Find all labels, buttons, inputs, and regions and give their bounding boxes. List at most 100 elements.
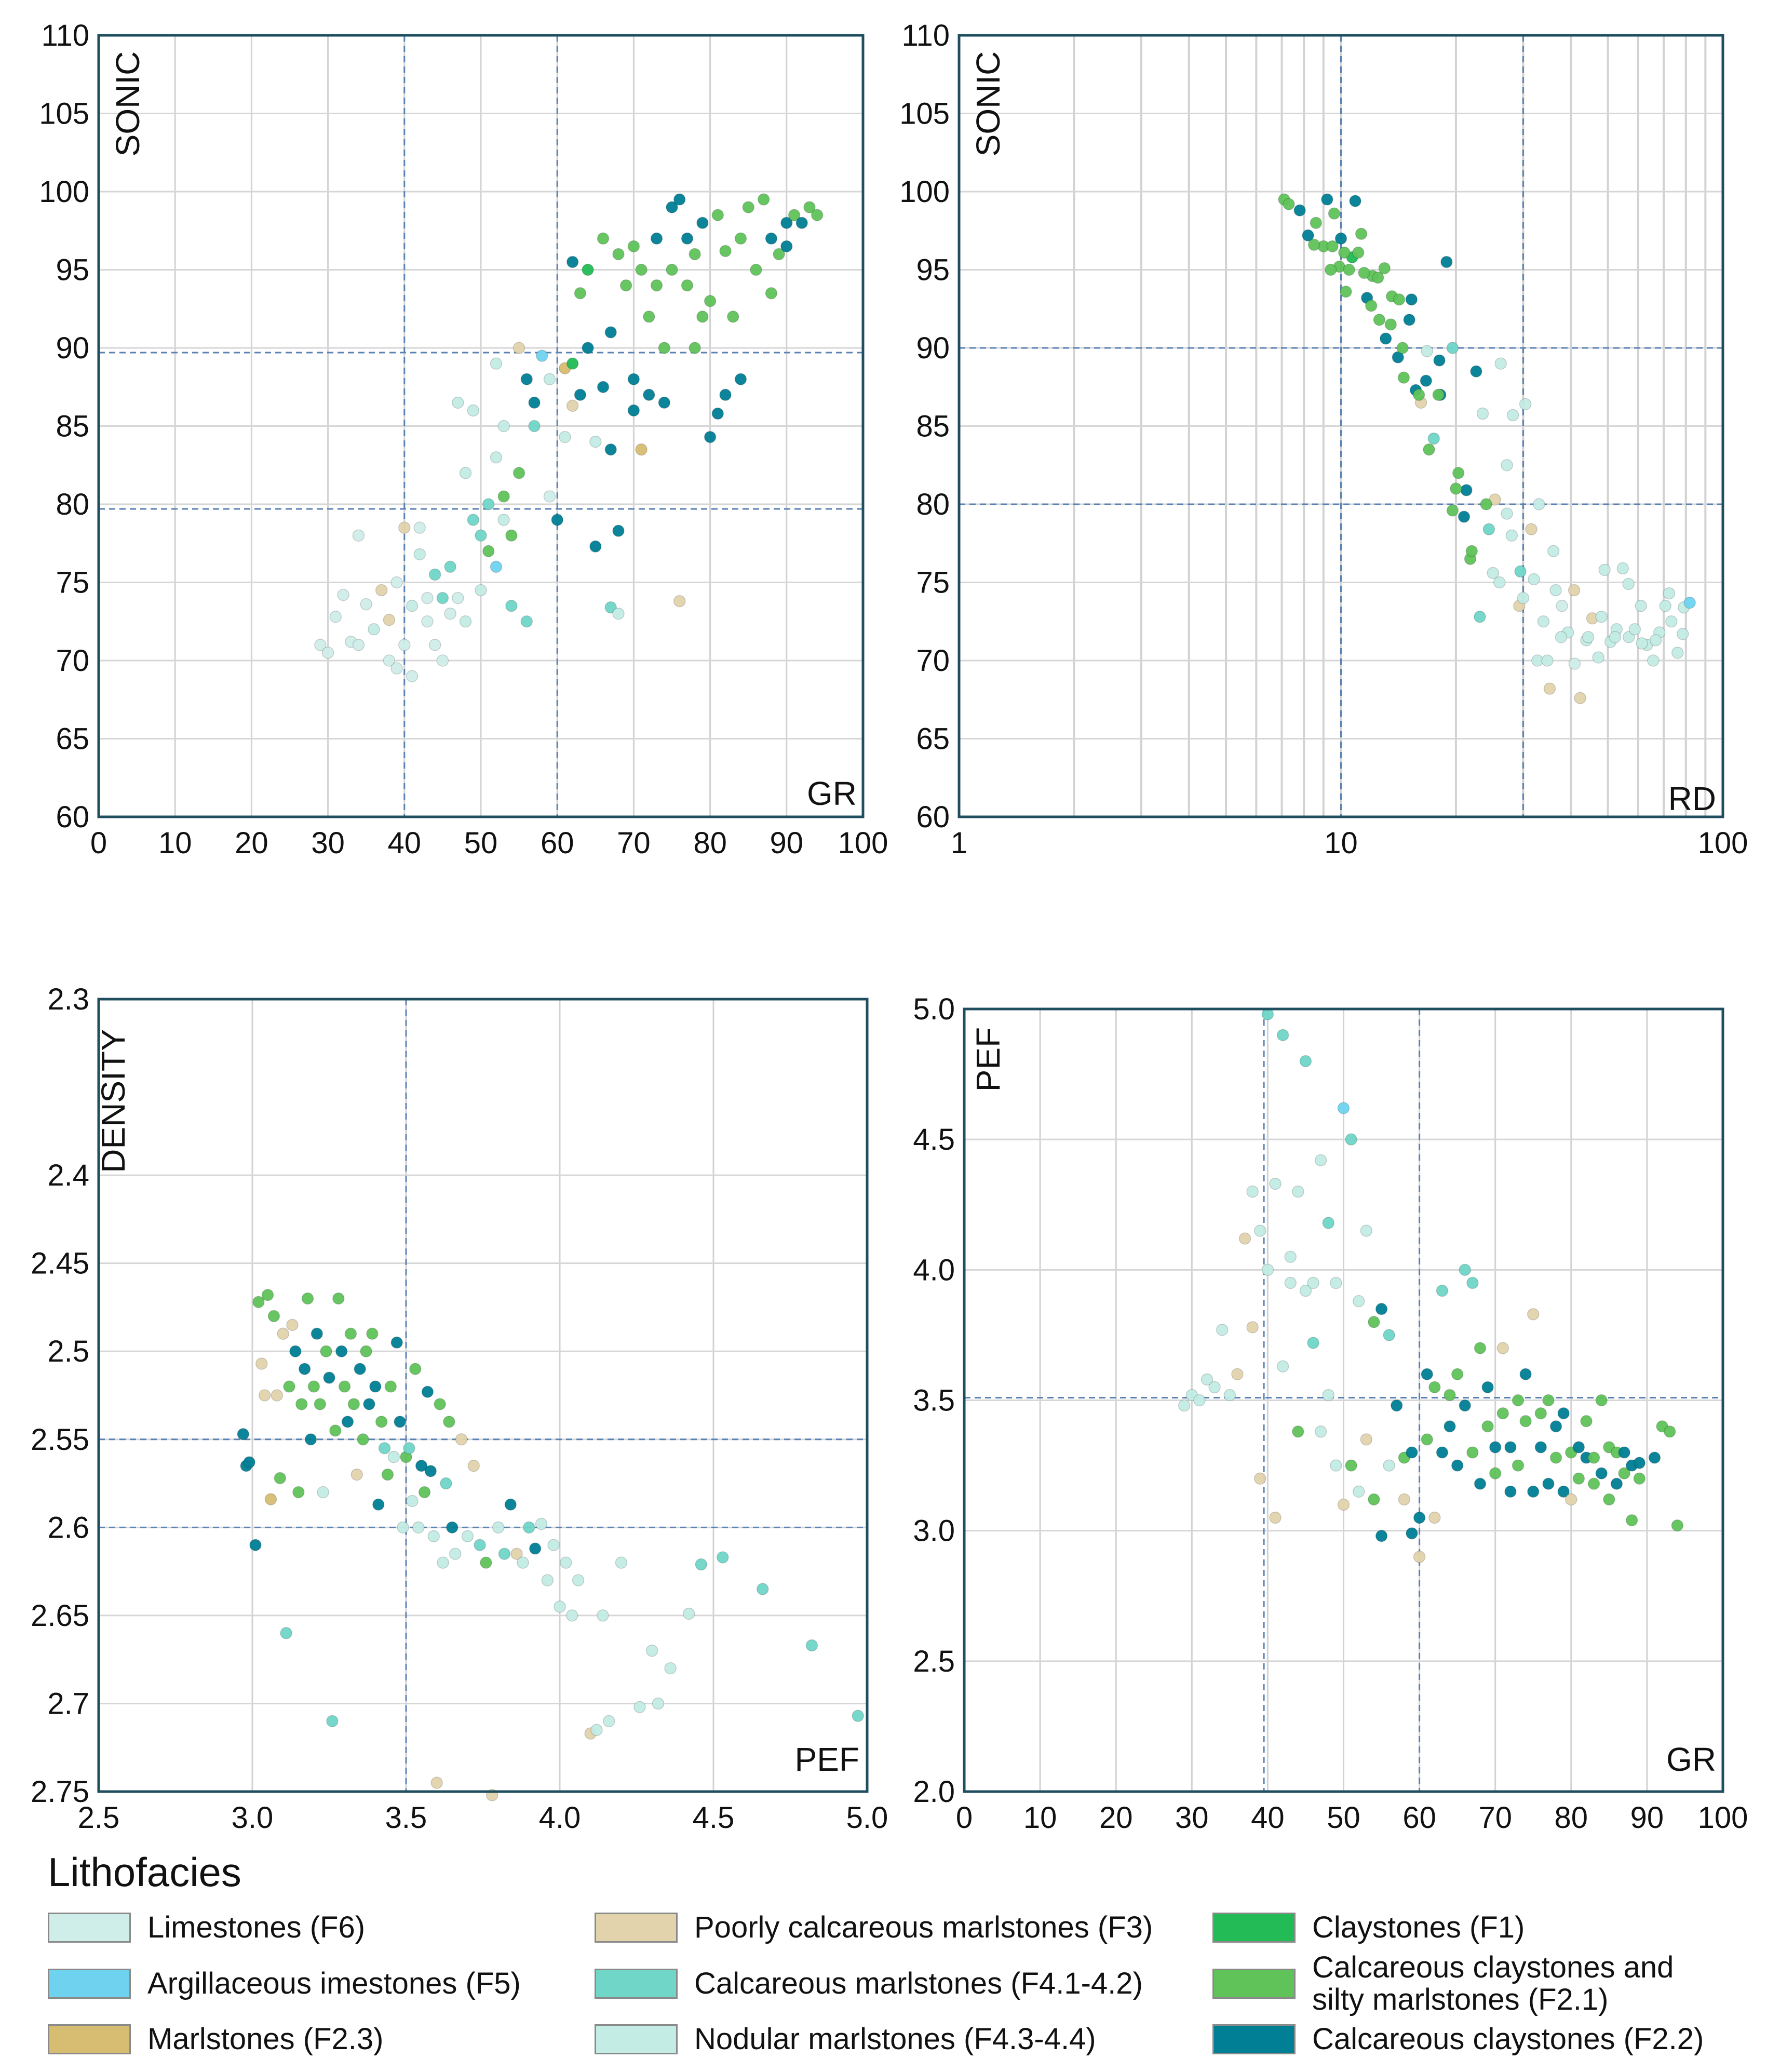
data-point — [332, 1292, 345, 1305]
data-point — [1421, 1368, 1433, 1381]
data-point — [1421, 345, 1433, 357]
x-axis-label: RD — [1668, 780, 1716, 817]
data-point — [449, 1548, 462, 1560]
data-point — [461, 1530, 474, 1543]
data-point — [344, 1327, 357, 1340]
legend-label: Limestones (F6) — [147, 1910, 366, 1944]
data-point — [1549, 1451, 1562, 1464]
data-point — [719, 245, 732, 258]
data-point — [520, 615, 533, 628]
data-point — [1527, 1308, 1540, 1321]
data-point — [354, 1363, 366, 1375]
data-point — [378, 1442, 391, 1455]
data-point — [1380, 332, 1392, 345]
data-point — [543, 373, 556, 385]
x-tick-label: 3.5 — [385, 1801, 427, 1835]
data-point — [1328, 207, 1341, 220]
data-point — [795, 217, 808, 229]
chart-panel-3: 2.5 3.0 3.5 4.0 4.5 5.0 2.3 2.4 2.45 2.5 2.55 2.6 2.… — [31, 983, 888, 1835]
data-point — [252, 1296, 265, 1309]
data-point — [1254, 1225, 1266, 1237]
data-point — [372, 1498, 385, 1511]
data-point — [664, 1662, 677, 1675]
data-point — [510, 1548, 523, 1560]
data-point — [271, 1389, 284, 1402]
data-point — [1582, 631, 1595, 643]
data-point — [421, 615, 434, 628]
data-point — [1432, 388, 1445, 401]
data-point — [352, 639, 365, 651]
data-point — [1451, 1368, 1464, 1381]
y-axis-label: PEF — [969, 1027, 1007, 1092]
data-point — [1302, 229, 1314, 242]
data-point — [1636, 637, 1648, 650]
data-point — [436, 654, 449, 667]
data-point — [1572, 1472, 1585, 1485]
data-points — [1178, 1008, 1684, 1563]
data-point — [307, 1380, 320, 1393]
data-point — [497, 420, 510, 433]
data-point — [1618, 1467, 1630, 1479]
data-point — [1396, 342, 1409, 354]
data-point — [1494, 357, 1507, 370]
data-point — [1542, 1394, 1555, 1407]
data-point — [390, 576, 403, 589]
x-tick-label: 60 — [1402, 1801, 1436, 1835]
data-point — [1428, 1511, 1441, 1524]
legend-item-f41: Calcareous marlstones (F4.1-4.2) — [595, 1968, 1143, 2000]
data-point — [727, 311, 739, 323]
data-point — [1474, 610, 1486, 623]
data-point — [1307, 238, 1320, 251]
data-point — [440, 1477, 452, 1490]
legend-title: Lithofacies — [48, 1849, 241, 1895]
x-axis-label: GR — [1666, 1741, 1716, 1778]
data-point — [1663, 1425, 1676, 1438]
data-point — [498, 1548, 511, 1560]
data-point — [1557, 1407, 1570, 1420]
data-point — [633, 1701, 646, 1713]
data-point — [1368, 1316, 1380, 1328]
data-point — [1592, 651, 1604, 664]
y-tick-label: 75 — [916, 566, 950, 600]
data-point — [1299, 1055, 1312, 1068]
data-point — [1610, 1477, 1623, 1490]
data-point — [1496, 1342, 1509, 1354]
data-point — [666, 263, 678, 276]
legend-label: Argillaceous imestones (F5) — [147, 1967, 521, 2000]
data-point — [1322, 1389, 1335, 1402]
data-point — [418, 1486, 431, 1499]
data-point — [406, 599, 419, 612]
data-point — [681, 232, 694, 245]
data-point — [1284, 1276, 1297, 1289]
data-point — [375, 584, 388, 597]
y-tick-label: 100 — [899, 175, 950, 209]
data-point — [643, 388, 655, 401]
data-point — [1676, 628, 1689, 640]
data-point — [1231, 1368, 1244, 1381]
legend-swatch — [48, 2024, 131, 2054]
x-axis-label: PEF — [795, 1741, 859, 1778]
data-point — [1587, 1451, 1600, 1464]
x-tick-label: 100 — [838, 826, 888, 860]
data-point — [717, 1551, 729, 1564]
data-point — [243, 1456, 255, 1469]
data-point — [480, 1556, 492, 1569]
data-point — [390, 1336, 403, 1349]
data-point — [1504, 1441, 1517, 1454]
data-point — [566, 357, 579, 370]
data-point — [719, 388, 732, 401]
x-tick-label: 1 — [951, 826, 967, 860]
x-tick-label: 100 — [1698, 1801, 1748, 1835]
data-point — [1534, 1441, 1547, 1454]
legend-label: Claystones (F1) — [1312, 1910, 1525, 1944]
data-point — [1487, 567, 1499, 580]
y-tick-label: 70 — [916, 644, 950, 678]
data-point — [490, 560, 503, 573]
data-point — [1493, 576, 1506, 589]
data-point — [444, 560, 456, 573]
data-point — [1337, 1102, 1350, 1114]
data-point — [1489, 1467, 1502, 1479]
data-point — [1501, 459, 1513, 472]
data-point — [497, 490, 510, 503]
data-point — [1649, 634, 1662, 647]
